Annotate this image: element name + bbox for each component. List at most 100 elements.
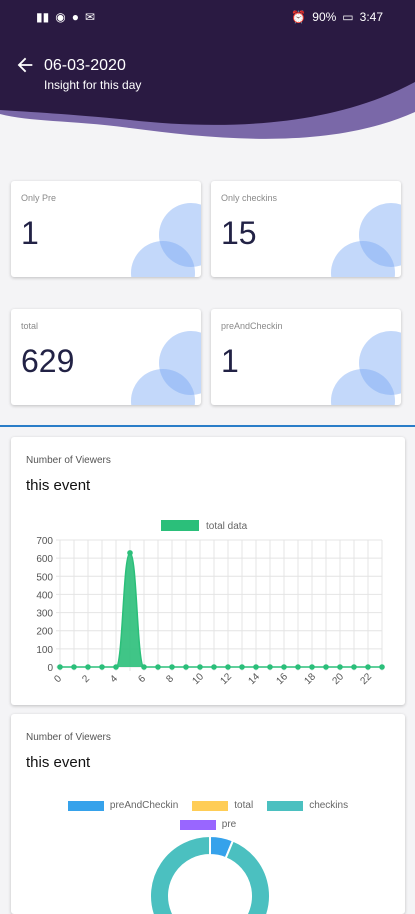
data-point bbox=[253, 664, 259, 670]
stat-card-only-checkins: Only checkins 15 bbox=[211, 181, 401, 277]
data-point bbox=[155, 664, 161, 670]
x-tick-label: 4 bbox=[108, 673, 120, 685]
data-point bbox=[225, 664, 231, 670]
x-tick-label: 0 bbox=[52, 673, 64, 685]
data-point bbox=[113, 664, 119, 670]
x-tick-label: 2 bbox=[80, 673, 92, 685]
wifi-icon: ◉ bbox=[55, 10, 66, 24]
data-point bbox=[379, 664, 385, 670]
data-point bbox=[183, 664, 189, 670]
data-point bbox=[169, 664, 175, 670]
data-point bbox=[281, 664, 287, 670]
stat-value: 1 bbox=[221, 343, 239, 379]
data-point bbox=[239, 664, 245, 670]
y-tick-label: 500 bbox=[36, 572, 53, 583]
data-point bbox=[71, 664, 77, 670]
facebook-icon: ● bbox=[71, 10, 79, 24]
data-point bbox=[57, 664, 63, 670]
data-point bbox=[337, 664, 343, 670]
stat-label: Only Pre bbox=[21, 193, 57, 203]
back-arrow-icon[interactable] bbox=[14, 54, 36, 76]
panel-label: Number of Viewers bbox=[26, 455, 111, 466]
data-point bbox=[127, 550, 133, 556]
y-tick-label: 700 bbox=[36, 536, 53, 547]
page-title: 06-03-2020 bbox=[44, 57, 126, 74]
legend-item-pre[interactable]: pre bbox=[179, 819, 237, 830]
x-tick-label: 12 bbox=[218, 671, 234, 687]
data-point bbox=[295, 664, 301, 670]
viewers-donut-chart-card: Number of Viewers this event preAndCheck… bbox=[11, 714, 405, 914]
signal-icon: ▮▮ bbox=[36, 10, 50, 24]
data-point bbox=[365, 664, 371, 670]
data-point bbox=[323, 664, 329, 670]
legend-swatch bbox=[192, 800, 229, 811]
legend-label: preAndCheckin bbox=[109, 800, 179, 811]
legend-swatch bbox=[179, 819, 216, 830]
y-tick-label: 400 bbox=[36, 590, 53, 601]
x-tick-label: 18 bbox=[302, 671, 318, 687]
alarm-icon: ⏰ bbox=[291, 10, 307, 24]
stat-value: 629 bbox=[21, 343, 75, 379]
stat-card-total: total 629 bbox=[11, 309, 201, 405]
legend-label: checkins bbox=[309, 800, 349, 811]
page-subtitle: Insight for this day bbox=[44, 78, 142, 92]
y-tick-label: 600 bbox=[36, 554, 53, 565]
y-tick-label: 100 bbox=[36, 645, 53, 656]
data-point bbox=[351, 664, 357, 670]
panel-label: Number of Viewers bbox=[26, 732, 111, 743]
header-wave bbox=[0, 0, 415, 139]
x-tick-label: 8 bbox=[164, 673, 176, 685]
y-tick-label: 200 bbox=[36, 627, 53, 638]
card-bubbles-decoration bbox=[331, 331, 401, 405]
stat-card-only-pre: Only Pre 1 bbox=[11, 181, 201, 277]
stat-card-pre-and-checkin: preAndCheckin 1 bbox=[211, 309, 401, 405]
stat-value: 15 bbox=[221, 215, 257, 251]
series-line bbox=[59, 552, 382, 668]
battery-level: 90% bbox=[312, 10, 337, 24]
card-bubbles-decoration bbox=[131, 331, 201, 405]
panel-title: this event bbox=[26, 754, 91, 771]
x-tick-label: 16 bbox=[274, 671, 290, 687]
donut-legend: preAndCheckin total checkins pre bbox=[11, 800, 405, 838]
legend-item-checkins[interactable]: checkins bbox=[267, 800, 348, 811]
legend-label: pre bbox=[221, 819, 237, 830]
stat-label: Only checkins bbox=[221, 193, 278, 203]
data-point bbox=[85, 664, 91, 670]
viewers-line-chart-card: Number of Viewers this event total data 0… bbox=[11, 437, 405, 705]
series-area bbox=[60, 552, 382, 667]
legend-item-pre-and-checkin[interactable]: preAndCheckin bbox=[67, 800, 179, 811]
card-bubbles-decoration bbox=[131, 203, 201, 277]
section-divider bbox=[0, 425, 415, 427]
clock: 3:47 bbox=[359, 10, 383, 24]
x-tick-label: 20 bbox=[330, 671, 346, 687]
panel-title: this event bbox=[26, 477, 91, 494]
battery-icon: ▭ bbox=[342, 10, 354, 24]
stat-label: total bbox=[21, 321, 39, 331]
card-bubbles-decoration bbox=[331, 203, 401, 277]
legend-swatch bbox=[67, 800, 104, 811]
legend-swatch bbox=[267, 800, 304, 811]
x-tick-label: 6 bbox=[136, 673, 148, 685]
data-point bbox=[309, 664, 315, 670]
legend-swatch bbox=[161, 520, 199, 531]
x-tick-label: 22 bbox=[358, 671, 374, 687]
donut-slice bbox=[149, 834, 271, 914]
data-point bbox=[99, 664, 105, 670]
donut-chart bbox=[149, 834, 271, 914]
stat-label: preAndCheckin bbox=[221, 321, 283, 331]
data-point bbox=[197, 664, 203, 670]
status-bar: ▮▮ ◉ ● ✉ ⏰ 90% ▭ 3:47 bbox=[0, 0, 415, 34]
legend-item-total[interactable]: total bbox=[192, 800, 253, 811]
x-tick-label: 14 bbox=[246, 671, 262, 687]
x-tick-label: 10 bbox=[190, 671, 206, 687]
mail-icon: ✉ bbox=[84, 10, 96, 24]
legend-label: total data bbox=[206, 521, 248, 532]
y-tick-label: 300 bbox=[36, 609, 53, 620]
data-point bbox=[267, 664, 273, 670]
y-tick-label: 0 bbox=[47, 663, 53, 674]
legend-label: total bbox=[234, 800, 254, 811]
stat-value: 1 bbox=[21, 215, 39, 251]
data-point bbox=[211, 664, 217, 670]
line-chart: total data 0 100 200 300 400 500 600 700 0 2 4 6 8 10 1… bbox=[36, 520, 385, 687]
app-header bbox=[0, 0, 415, 150]
